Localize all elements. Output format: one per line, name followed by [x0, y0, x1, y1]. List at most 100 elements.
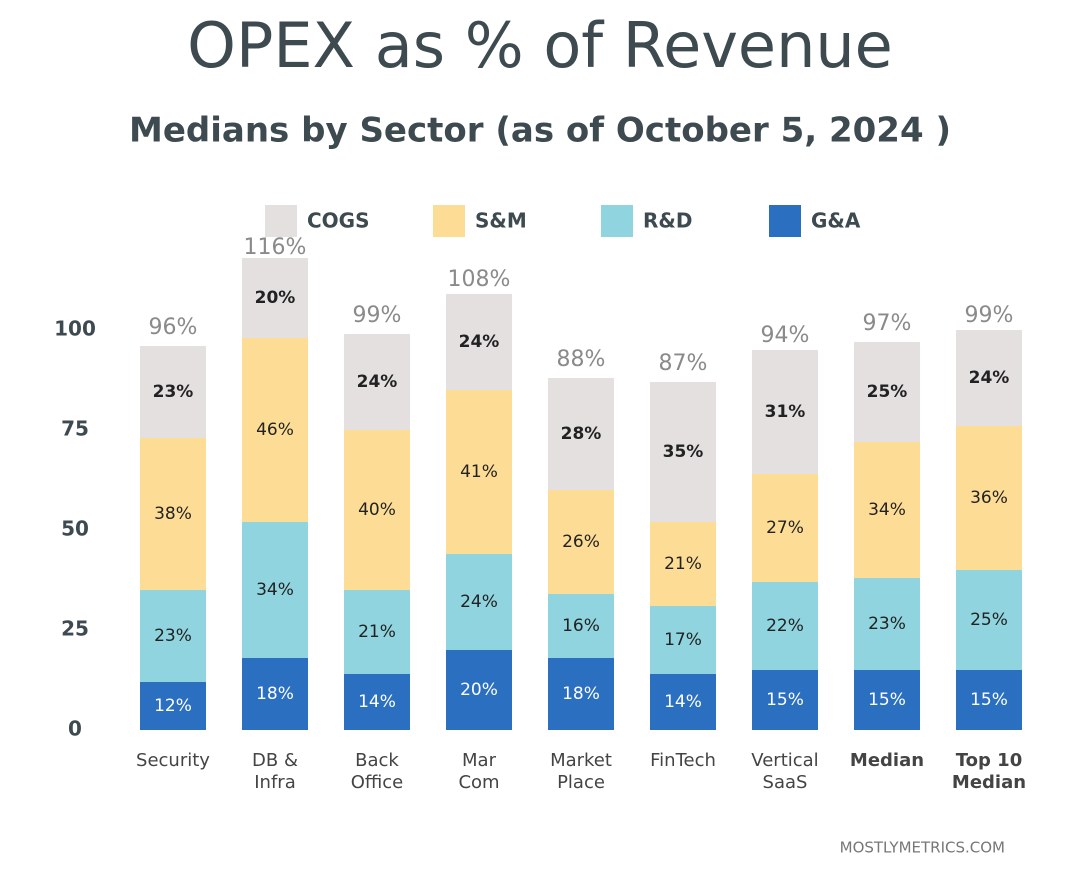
x-tick-label: Mar: [462, 750, 497, 771]
x-tick-label: Top 10: [956, 750, 1022, 771]
y-tick-label: 0: [68, 717, 82, 741]
bar-segment: [956, 426, 1022, 570]
data-label: 17%: [664, 630, 702, 650]
total-label: 116%: [244, 235, 307, 260]
bar-segment: [650, 382, 716, 522]
total-label: 88%: [557, 347, 606, 372]
legend-label: R&D: [643, 209, 692, 233]
bar-segment: [344, 590, 410, 674]
bar-segment: [650, 606, 716, 674]
y-tick-label: 25: [61, 617, 89, 641]
total-label: 96%: [149, 315, 198, 340]
bar-segment: [548, 658, 614, 730]
data-label: 34%: [868, 500, 906, 520]
legend-label: COGS: [307, 209, 370, 233]
bar-segment: [548, 594, 614, 658]
x-tick-label: Median: [850, 750, 924, 771]
data-label: 21%: [358, 622, 396, 642]
x-tick-label: SaaS: [763, 772, 808, 793]
bar-segment: [854, 442, 920, 578]
total-label: 87%: [659, 351, 708, 376]
legend-label: S&M: [475, 209, 527, 233]
x-tick-label: Office: [351, 772, 404, 793]
x-tick-label: Vertical: [751, 750, 818, 771]
y-tick-label: 75: [61, 417, 89, 441]
data-label: 24%: [357, 372, 398, 392]
data-label: 24%: [969, 368, 1010, 388]
data-label: 25%: [970, 610, 1008, 630]
data-label: 15%: [766, 690, 804, 710]
bar-segment: [548, 378, 614, 490]
data-label: 20%: [460, 680, 498, 700]
legend-swatch: [769, 205, 801, 237]
bar-segment: [752, 350, 818, 474]
bar-segment: [242, 522, 308, 658]
bar-segment: [140, 346, 206, 438]
data-label: 46%: [256, 420, 294, 440]
bar-segment: [140, 590, 206, 682]
data-label: 23%: [153, 382, 194, 402]
total-label: 94%: [761, 323, 810, 348]
bar-segment: [446, 294, 512, 390]
data-label: 24%: [459, 332, 500, 352]
x-tick-label: FinTech: [650, 750, 716, 771]
bar-segment: [446, 390, 512, 554]
data-label: 38%: [154, 504, 192, 524]
data-label: 15%: [970, 690, 1008, 710]
x-tick-label: Median: [952, 772, 1026, 793]
data-label: 24%: [460, 592, 498, 612]
bar-segment: [752, 582, 818, 670]
x-tick-label: DB &: [252, 750, 298, 771]
bar-segment: [140, 682, 206, 730]
legend-label: G&A: [811, 209, 861, 233]
bar-segment: [854, 578, 920, 670]
bar-segment: [242, 338, 308, 522]
data-label: 25%: [867, 382, 908, 402]
bar-segment: [446, 554, 512, 650]
bar-segment: [344, 430, 410, 590]
data-label: 36%: [970, 488, 1008, 508]
total-label: 108%: [448, 267, 511, 292]
bar-segment: [854, 342, 920, 442]
x-tick-label: Security: [136, 750, 210, 771]
bar-segment: [956, 670, 1022, 730]
legend-swatch: [265, 205, 297, 237]
x-tick-label: Place: [557, 772, 605, 793]
chart-subtitle: Medians by Sector (as of October 5, 2024…: [129, 111, 951, 151]
data-label: 16%: [562, 616, 600, 636]
x-tick-label: Back: [355, 750, 399, 771]
data-label: 20%: [255, 288, 296, 308]
x-tick-label: Infra: [254, 772, 295, 793]
data-label: 22%: [766, 616, 804, 636]
bar-segment: [344, 674, 410, 730]
data-label: 34%: [256, 580, 294, 600]
data-label: 41%: [460, 462, 498, 482]
source: MOSTLYMETRICS.COM: [840, 839, 1005, 857]
data-label: 31%: [765, 402, 806, 422]
x-tick-label: Com: [458, 772, 499, 793]
y-tick-label: 50: [61, 517, 89, 541]
bar-segment: [650, 522, 716, 606]
bar-segment: [140, 438, 206, 590]
bar-segment: [650, 674, 716, 730]
bar-segment: [752, 670, 818, 730]
data-label: 15%: [868, 690, 906, 710]
data-label: 23%: [868, 614, 906, 634]
bar-segment: [242, 658, 308, 730]
data-label: 23%: [154, 626, 192, 646]
data-label: 12%: [154, 696, 192, 716]
bar-segment: [956, 570, 1022, 670]
bar-segment: [548, 490, 614, 594]
legend-swatch: [601, 205, 633, 237]
bar-segment: [752, 474, 818, 582]
total-label: 97%: [863, 311, 912, 336]
data-label: 14%: [664, 692, 702, 712]
bar-segment: [446, 650, 512, 730]
data-label: 18%: [256, 684, 294, 704]
y-tick-label: 100: [54, 317, 96, 341]
data-label: 40%: [358, 500, 396, 520]
legend-swatch: [433, 205, 465, 237]
data-label: 28%: [561, 424, 602, 444]
total-label: 99%: [353, 303, 402, 328]
